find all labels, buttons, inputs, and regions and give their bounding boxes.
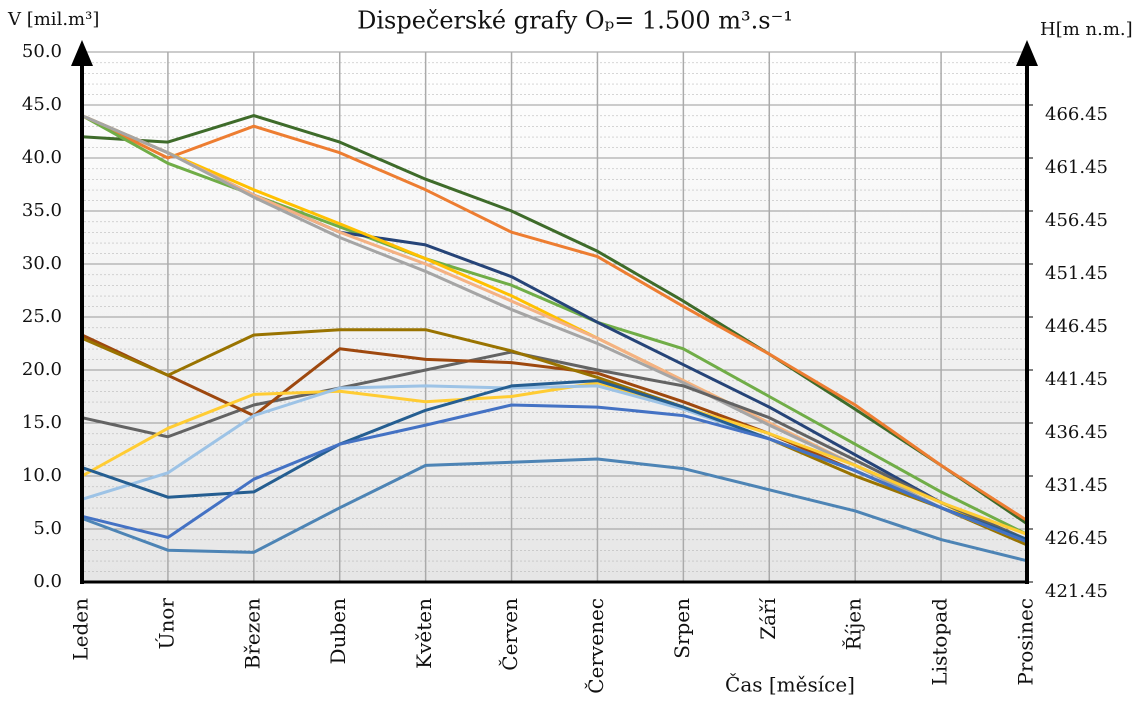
y-tick-label: 0.0 [33,571,62,592]
y2-tick-label: 451.45 [1045,263,1108,284]
y2-tick-label: 431.45 [1045,475,1108,496]
y2-tick-label: 446.45 [1045,316,1108,337]
x-tick-label: Květen [412,598,436,669]
x-tick-label: Listopad [928,598,952,686]
x-tick-label: Leden [69,598,93,661]
series-line [81,457,1028,563]
y-tick-label: 45.0 [22,94,62,115]
y-tick-label: 20.0 [22,359,62,380]
series-line [81,328,1028,547]
x-tick-label: Říjen [842,598,866,650]
y2-tick-label: 421.45 [1045,581,1108,602]
x-tick-label: Srpen [670,598,694,659]
x-tick-label: Prosinec [1014,598,1038,686]
x-tick-label: Červenec [583,598,608,694]
y-tick-label: 50.0 [22,41,62,62]
y2-tick-label: 441.45 [1045,369,1108,390]
y2-axis-title: H[m n.m.] [1040,19,1133,40]
y-tick-label: 25.0 [22,306,62,327]
series-line [81,403,1028,544]
series-line [81,381,1028,536]
x-tick-label: Červen [497,598,522,671]
y-axis-arrow [71,40,93,66]
y-tick-label: 15.0 [22,412,62,433]
y-tick-label: 35.0 [22,200,62,221]
y2-tick-label: 456.45 [1045,210,1108,231]
y2-tick-label: 426.45 [1045,528,1108,549]
series-line [81,114,1028,525]
y-tick-label: 40.0 [22,147,62,168]
x-tick-label: Duben [326,598,350,665]
x-tick-label: Březen [240,598,264,669]
y-tick-label: 10.0 [22,465,62,486]
y2-tick-label: 436.45 [1045,422,1108,443]
y2-tick-label: 461.45 [1045,157,1108,178]
x-tick-label: Únor [153,598,178,650]
y-axis-title: V [mil.m³] [7,9,99,30]
y2-tick-label: 466.45 [1045,104,1108,125]
y2-axis-arrow [1016,40,1038,66]
x-axis-title: Čas [měsíce] [725,672,855,697]
y-tick-label: 30.0 [22,253,62,274]
y-tick-label: 5.0 [33,518,62,539]
chart-title: Dispečerské grafy Oₚ= 1.500 m³.s⁻¹ [357,7,793,35]
x-tick-label: Září [756,597,780,639]
series-line [81,114,1028,522]
